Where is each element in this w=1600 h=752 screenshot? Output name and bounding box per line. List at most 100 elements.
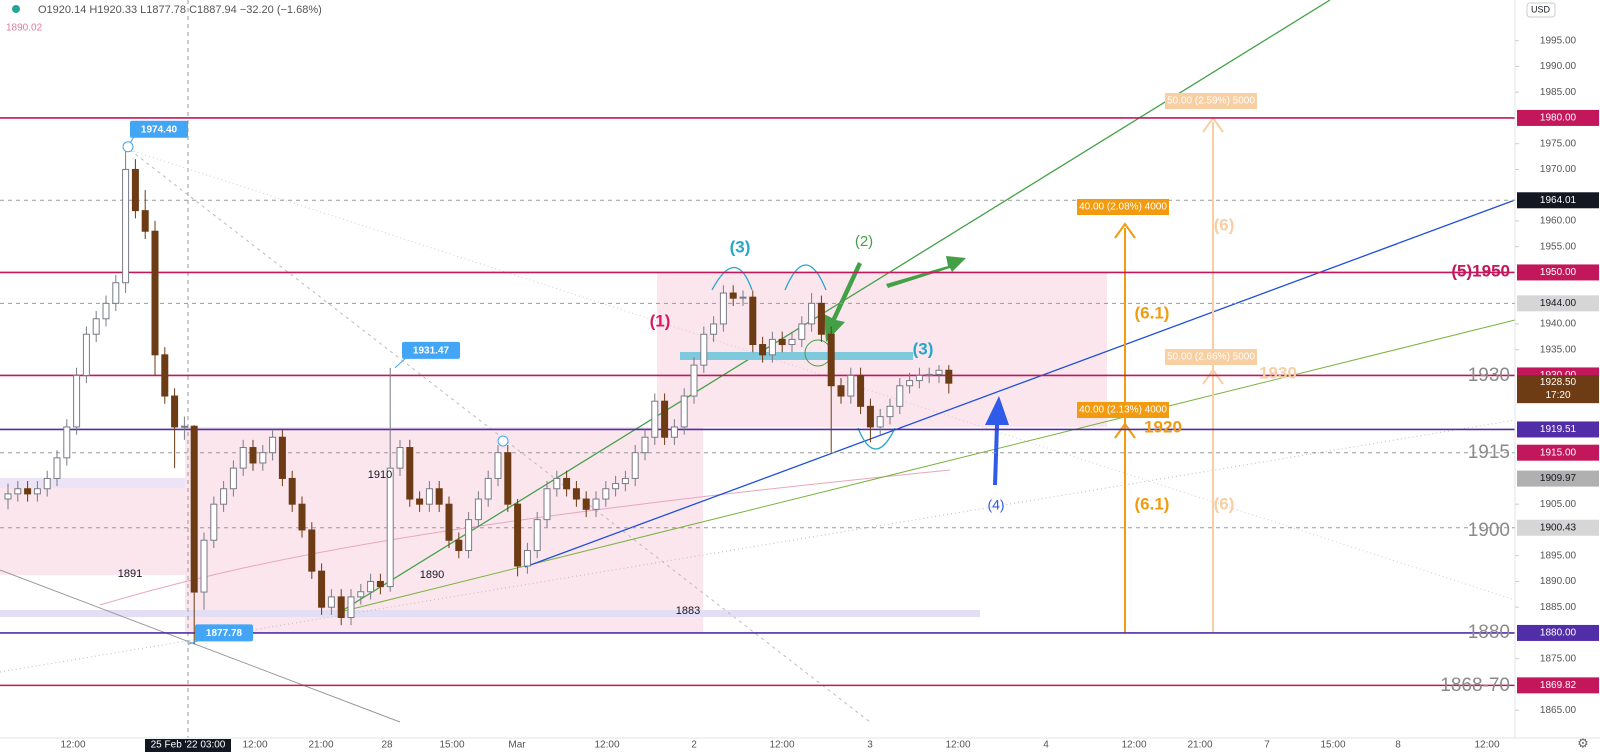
candle-body [945,369,953,384]
x-tick-label: 21:00 [308,740,333,751]
candle-body [171,395,179,428]
level-box [1517,109,1599,126]
candle-body [582,498,590,510]
candle-body [416,498,424,505]
position-label: 50.00 (2.59%) 5000 [1167,96,1255,107]
candle-body [249,447,257,464]
neckline [680,352,913,360]
x-tick-label: 21:00 [1187,740,1212,751]
candle-body [24,488,32,495]
countdown: 17:20 [1545,390,1570,401]
candle-body [514,503,522,567]
candle-body [915,374,923,382]
candle-body [308,529,316,572]
x-tick-label: 15:00 [439,740,464,751]
currency-box [1526,2,1556,18]
callout-pointer [394,357,407,369]
candle-body [749,296,757,346]
candle-body [82,333,90,376]
position-label: 50.00 (2.66%) 5000 [1167,352,1255,363]
candle-body [259,452,267,464]
x-tick-label: 12:00 [945,740,970,751]
level-box [1517,624,1599,641]
candle-body [4,493,12,500]
candle-body [808,302,816,325]
candle-body [484,477,492,500]
annotation: 1890 [420,569,444,581]
y-tick-label: 1935.00 [1540,344,1577,355]
x-tick-label: 15:00 [1320,740,1345,751]
x-tick-label: Mar [508,740,526,751]
candle-body [817,302,825,335]
candle-body [43,477,51,490]
candle-body [572,488,580,500]
candle-body [425,488,433,505]
candle-body [553,477,561,490]
candle-body [269,436,277,454]
candle-body [367,580,375,593]
annotation: 1868-70 [1440,675,1510,696]
position-label: 40.00 (2.13%) 4000 [1079,405,1167,416]
level-label: 1900.43 [1540,522,1577,533]
candle-body [906,380,914,387]
header: O1920.14 H1920.33 L1877.78 C1887.94 −32.… [6,4,322,34]
candle-body [278,436,286,479]
candle-body [543,488,551,521]
candle-body [337,596,345,618]
x-tick-label: 12:00 [1474,740,1499,751]
time-axis: 12:00 25 Feb '22 03:00 12:00 21:00 28 15:00 Ma… [0,737,1600,752]
candle-body [298,503,306,531]
annotation: (6.1) [1135,303,1170,322]
candle-body [504,452,512,505]
level-label: 1880.00 [1540,628,1577,639]
zone [185,427,703,632]
position-box [1165,93,1257,109]
trend-line [0,569,401,723]
y-tick-label: 1865.00 [1540,705,1577,716]
annotation: 1891 [118,568,142,580]
level-label: 1964.01 [1540,195,1577,206]
candle-body [102,302,110,320]
candle-body [92,318,100,335]
y-tick-label: 1875.00 [1540,653,1577,664]
y-tick-label: 1885.00 [1540,602,1577,613]
candle-body [494,452,502,479]
candle-body [131,168,139,212]
candle-body [220,488,228,505]
candle-body [631,452,639,479]
trend-line [339,0,1331,613]
pivot-marker [497,435,509,447]
level-label: 1919.51 [1540,424,1577,435]
level-box [1517,470,1599,487]
candle-body [63,426,71,459]
trend-line [524,199,1516,568]
x-tick-label: 12:00 [594,740,619,751]
y-tick-label: 1975.00 [1540,138,1577,149]
candle-body [318,570,326,608]
zone [0,610,980,617]
candle-body [112,282,120,304]
candle-body [455,539,463,552]
candle-body [288,477,296,505]
annotation: 1883 [676,605,700,617]
candle-body [680,395,688,428]
callout-box [402,341,460,359]
pattern-arc [711,264,896,450]
candle-body [445,503,453,541]
annotation: (6.1) [1135,494,1170,513]
currency: USD [1531,4,1551,14]
level-label: 1944.00 [1540,298,1577,309]
candle-body [33,488,41,495]
arrow [886,256,966,288]
settings-icon[interactable]: ⚙ [1577,735,1589,750]
candle-body [661,400,669,438]
trend-line [129,149,871,723]
annotation: 1930 [1259,363,1297,382]
last-price-box [1517,375,1599,404]
level-label: 1950.00 [1540,267,1577,278]
candle-body [592,498,600,510]
annotation: 1880 [1468,622,1510,643]
candle-body [141,210,149,232]
level-box [1517,264,1599,281]
candle-body [151,230,159,356]
